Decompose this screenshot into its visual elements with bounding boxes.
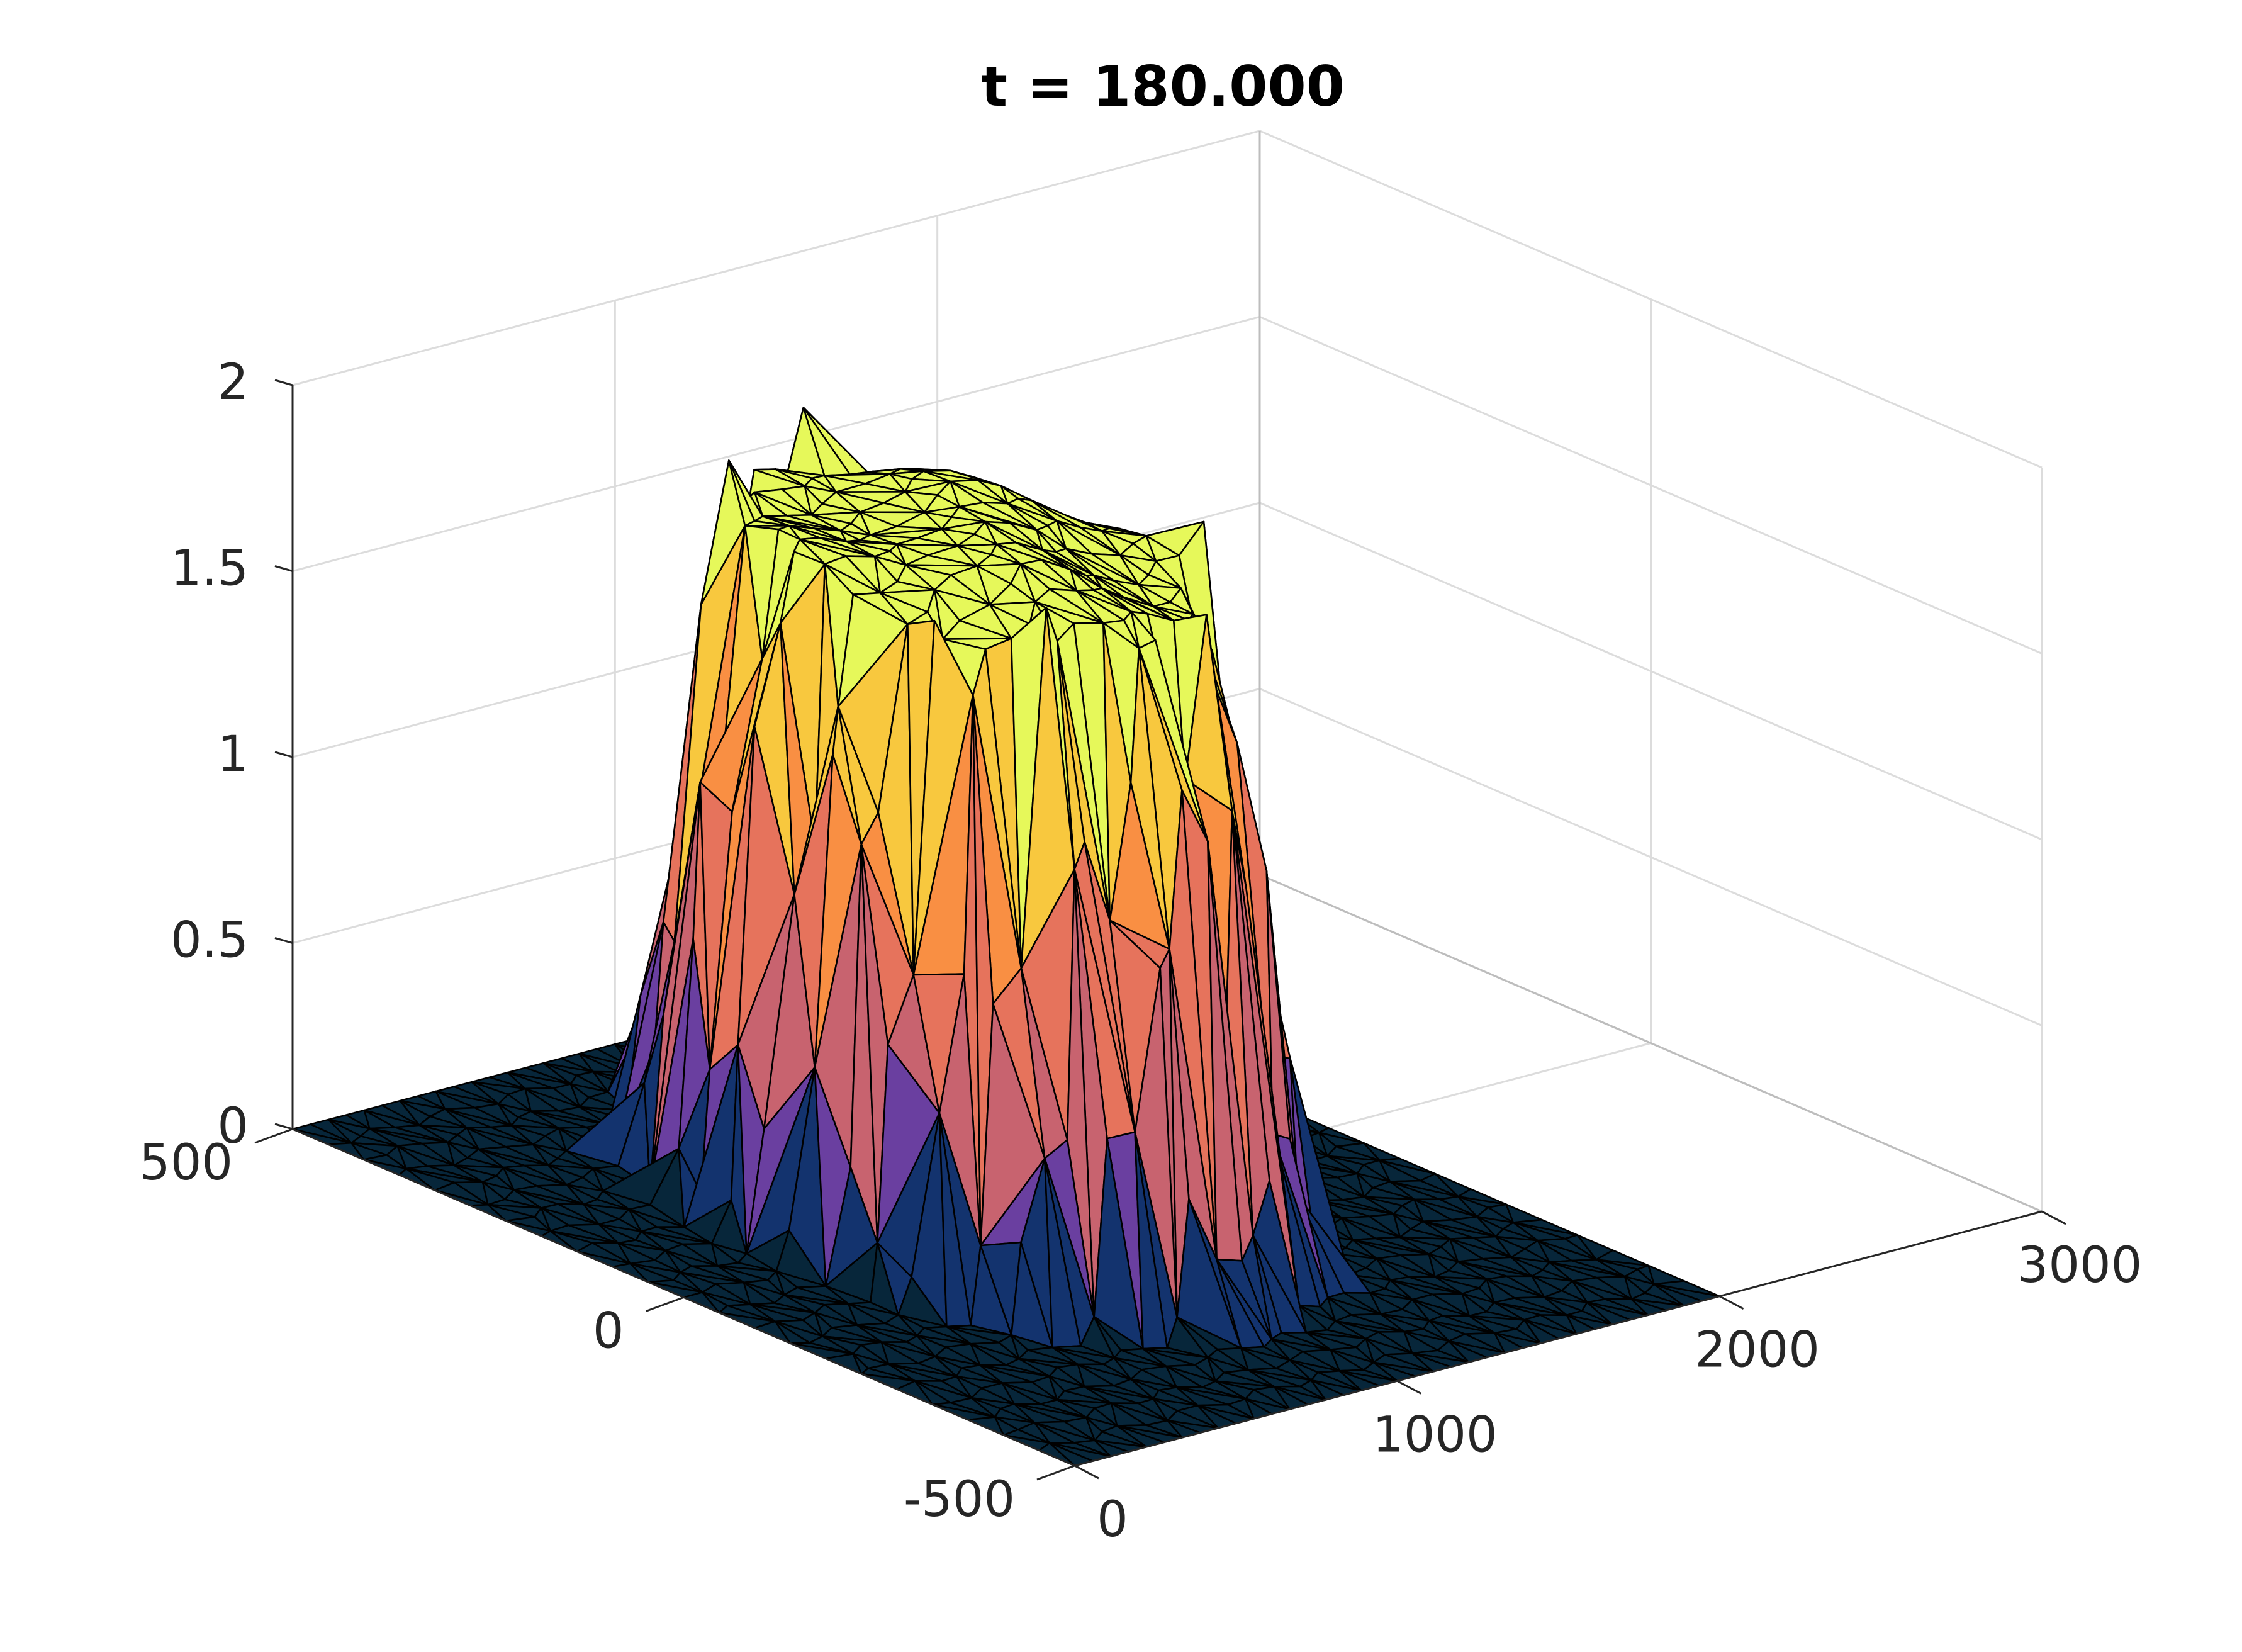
x-tick <box>1074 1464 1099 1480</box>
z-tick <box>274 1123 293 1130</box>
x-tick-label: 3000 <box>2017 1237 2143 1294</box>
x-tick-label: 2000 <box>1695 1322 1820 1379</box>
x-tick <box>1396 1380 1422 1395</box>
x-tick <box>1718 1295 1744 1310</box>
y-tick-label: -500 <box>904 1471 1015 1528</box>
floor-back-edge <box>1259 874 2043 1213</box>
z-tick <box>274 379 293 386</box>
x-tick <box>2041 1210 2066 1225</box>
x-tick-label: 1000 <box>1372 1407 1498 1463</box>
z-tick-label: 0.5 <box>171 913 249 969</box>
x-axis-line <box>1074 1210 2043 1467</box>
surface-mesh <box>291 407 1720 1467</box>
x-tick-label: 0 <box>1097 1492 1128 1548</box>
chart-title: t = 180.000 <box>981 54 1345 119</box>
y-tick-label: 500 <box>139 1135 233 1191</box>
grid-line-z-4 <box>292 130 2043 469</box>
axes <box>254 379 2066 1481</box>
z-tick <box>274 937 293 944</box>
z-tick-label: 0 <box>217 1098 249 1155</box>
z-tick <box>274 751 293 758</box>
y-tick <box>1036 1464 1075 1481</box>
y-tick-label: 0 <box>593 1303 624 1360</box>
z-tick-label: 1.5 <box>171 541 249 597</box>
z-tick <box>274 565 293 572</box>
z-tick-label: 1 <box>217 726 249 783</box>
z-tick-label: 2 <box>217 354 249 411</box>
y-tick <box>645 1296 685 1312</box>
y-tick <box>254 1128 293 1144</box>
